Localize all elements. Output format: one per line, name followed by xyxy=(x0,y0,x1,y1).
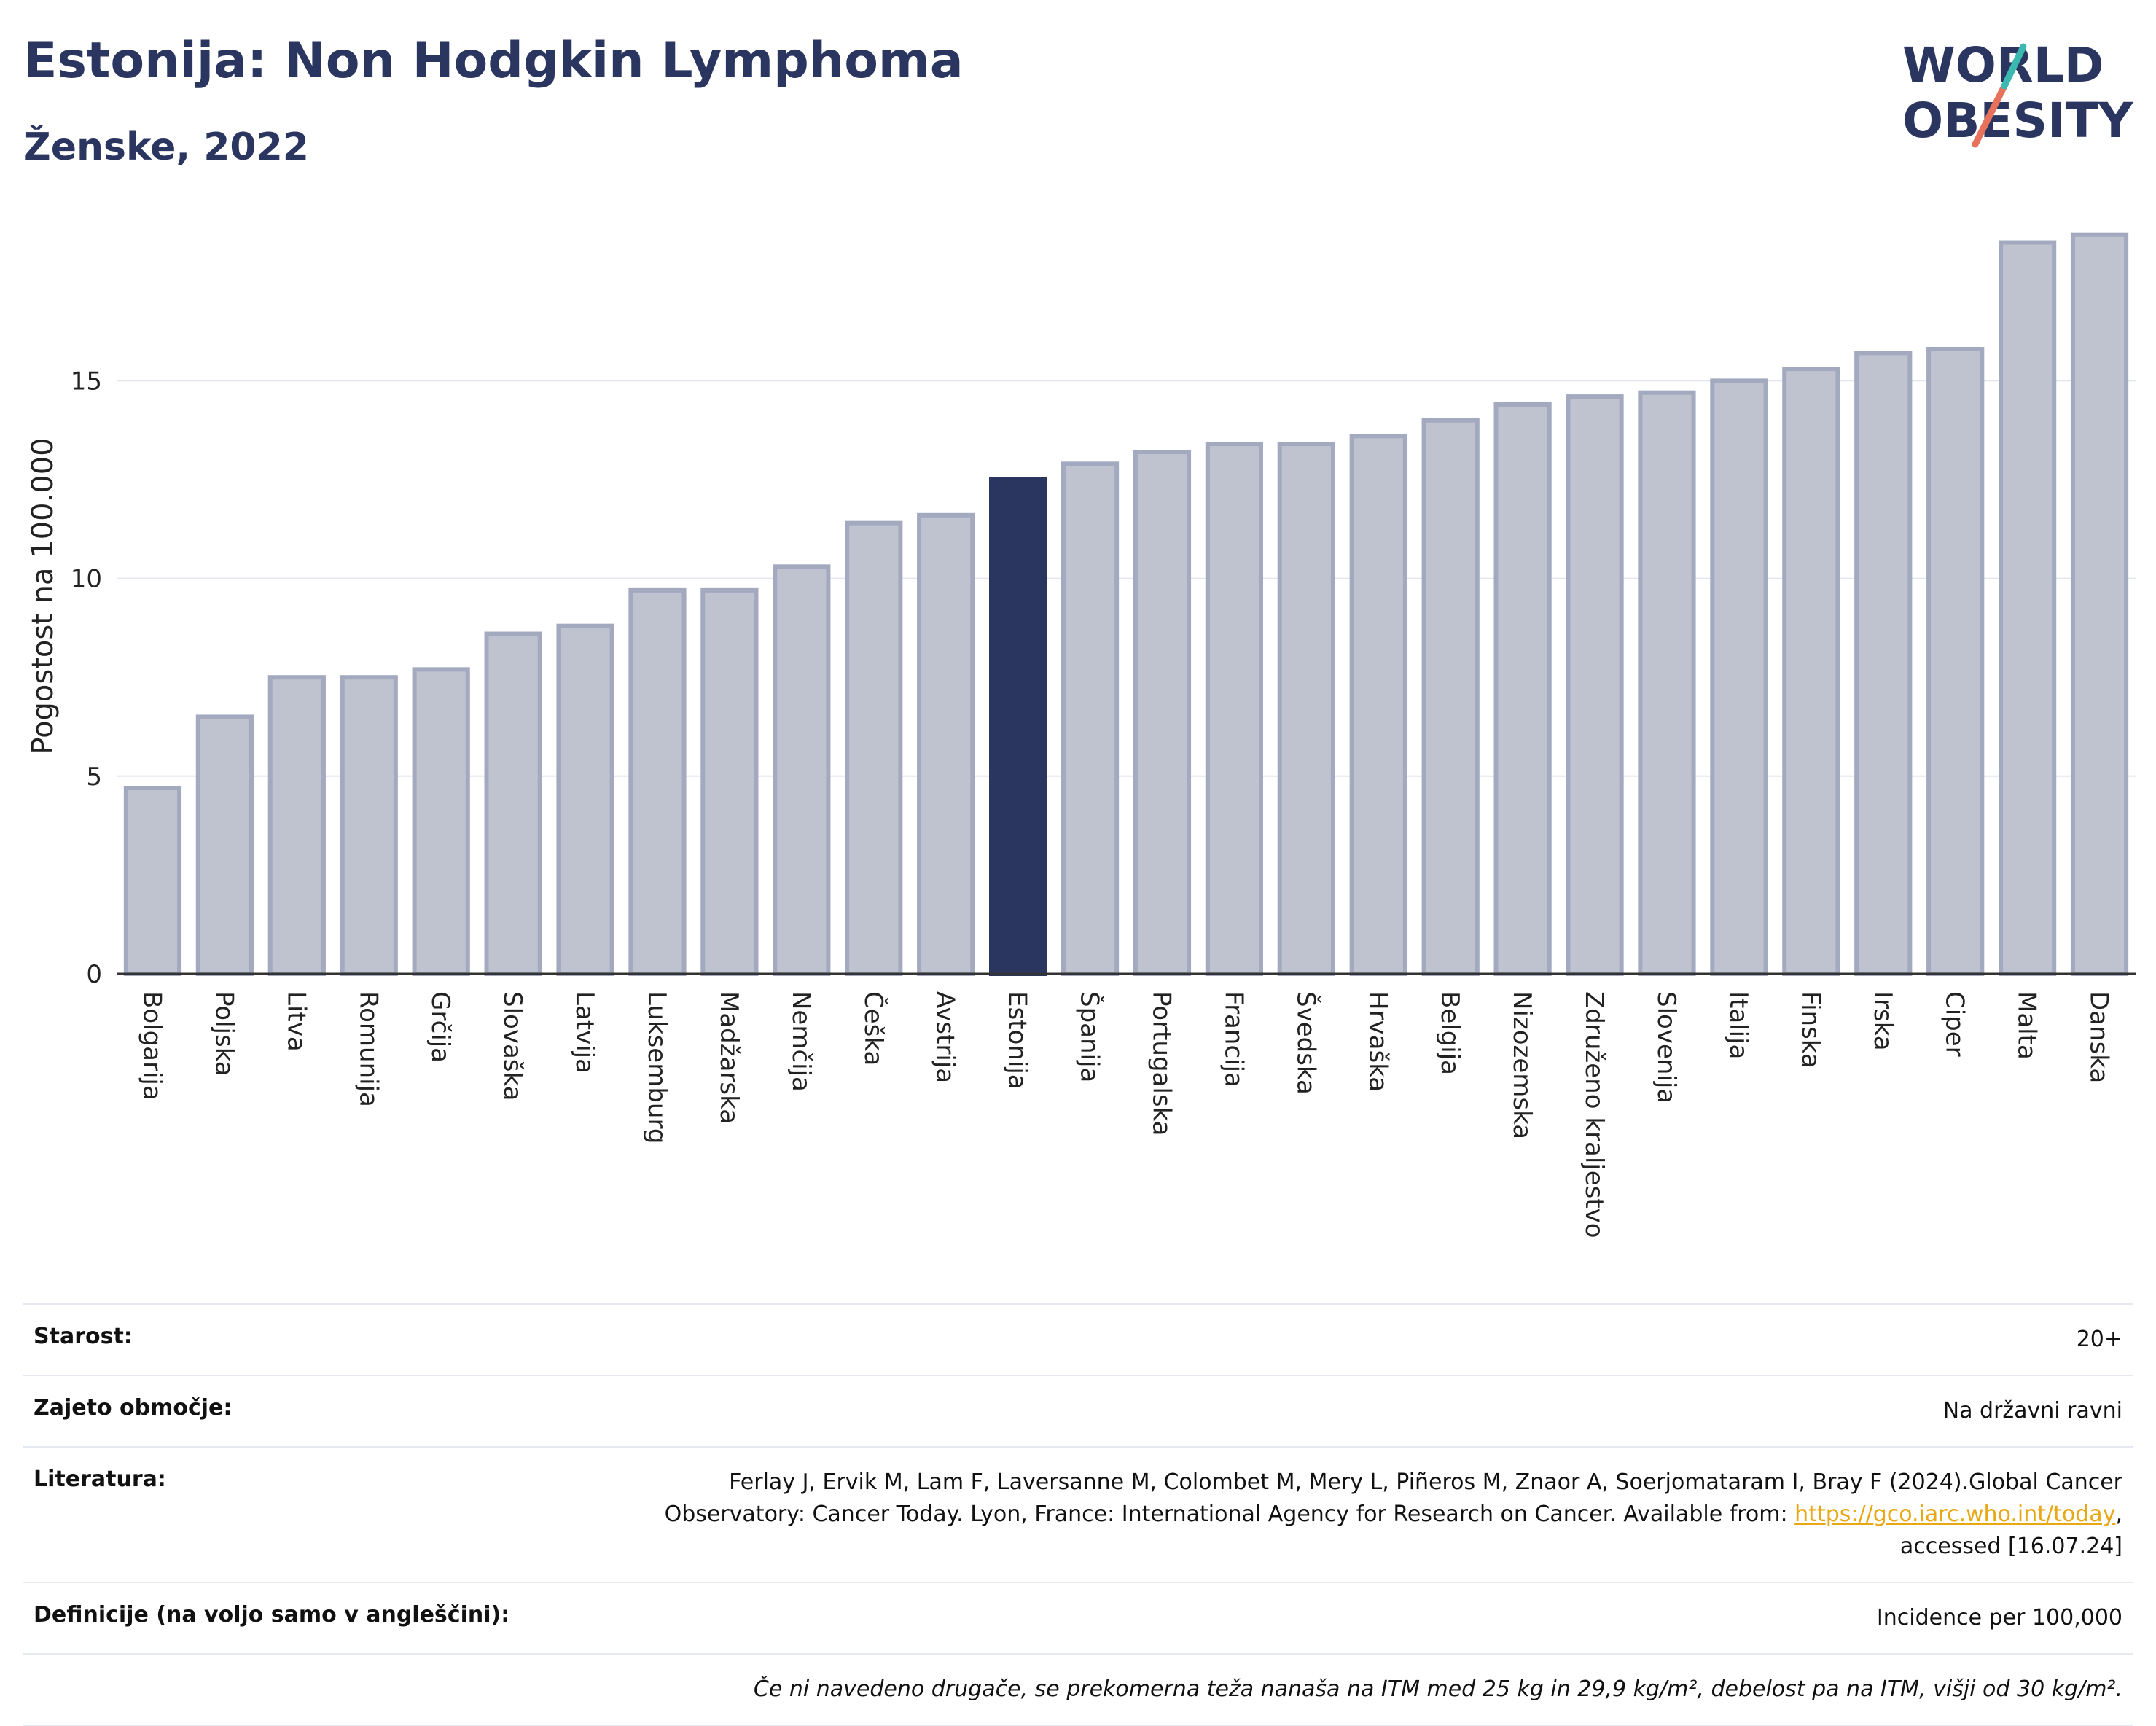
bar-luksemburg xyxy=(628,587,687,976)
bar-nizozemska xyxy=(1493,402,1552,976)
x-tick-label: Litva xyxy=(281,991,310,1052)
bar-ciper xyxy=(1926,346,1985,976)
x-tick-label: Belgija xyxy=(1435,991,1464,1075)
bar-češka xyxy=(845,520,903,976)
y-tick-label: 10 xyxy=(71,565,102,594)
bar-italija xyxy=(1710,378,1768,976)
x-tick-label: Švedska xyxy=(1291,991,1321,1095)
x-tick-label: Poljska xyxy=(209,991,238,1077)
x-tick-label: Češka xyxy=(859,991,888,1066)
reference-label: Literatura: xyxy=(34,1467,166,1492)
y-axis-label: Pogostost na 100.000 xyxy=(26,437,60,754)
bar-hrvaška xyxy=(1349,434,1407,976)
x-tick-label: Slovaška xyxy=(498,991,527,1101)
meta-row-note: Če ni navedeno drugače, se prekomerna te… xyxy=(23,1653,2133,1726)
meta-row-coverage: Zajeto območje: Na državni ravni xyxy=(23,1375,2133,1446)
bar-belgija xyxy=(1421,418,1480,976)
world-obesity-logo: WORLD OBESITY xyxy=(1902,37,2134,149)
coverage-label: Zajeto območje: xyxy=(34,1395,233,1421)
bar-madžarska xyxy=(700,587,759,976)
x-tick-label: Združeno kraljestvo xyxy=(1579,991,1609,1238)
x-tick-label: Madžarska xyxy=(714,991,743,1124)
y-ticks: 0 5 10 15 xyxy=(71,367,102,989)
bar-združeno-kraljestvo xyxy=(1566,394,1624,976)
bar-malta xyxy=(1999,240,2057,976)
bar-slovaška xyxy=(484,631,542,976)
footnote: Če ni navedeno drugače, se prekomerna te… xyxy=(753,1676,2122,1702)
logo-word-2: OBESITY xyxy=(1902,93,2134,149)
y-tick-label: 0 xyxy=(86,960,102,989)
x-tick-label: Portugalska xyxy=(1147,991,1176,1136)
bar-finska xyxy=(1782,367,1840,976)
x-tick-label: Španija xyxy=(1075,991,1105,1082)
meta-row-age: Starost: 20+ xyxy=(23,1303,2133,1375)
x-tick-label: Bolgarija xyxy=(137,991,166,1101)
bar-grčija xyxy=(412,667,470,976)
reference-link[interactable]: https://gco.iarc.who.int/today xyxy=(1794,1502,2116,1527)
bar-latvija xyxy=(556,623,614,976)
x-tick-label: Irska xyxy=(1868,991,1897,1051)
reference-value: Ferlay J, Ervik M, Lam F, Laversanne M, … xyxy=(582,1448,2133,1582)
meta-row-reference: Literatura: Ferlay J, Ervik M, Lam F, La… xyxy=(23,1446,2133,1582)
bar-nemčija xyxy=(773,564,831,976)
chart-title: Estonija: Non Hodgkin Lymphoma xyxy=(23,32,964,90)
x-ticks: Bolgarija Poljska Litva Romunija Grčija Slova… xyxy=(137,991,2113,1238)
bar-portugalska xyxy=(1133,450,1192,976)
reference-text: Ferlay J, Ervik M, Lam F, Laversanne M, … xyxy=(664,1469,2122,1527)
x-tick-label: Finska xyxy=(1796,991,1825,1069)
x-tick-label: Grčija xyxy=(426,991,455,1063)
bar-avstrija xyxy=(917,512,975,976)
chart-subtitle: Ženske, 2022 xyxy=(23,125,309,169)
x-tick-label: Romunija xyxy=(354,991,383,1107)
x-tick-label: Francija xyxy=(1219,991,1248,1087)
bar-irska xyxy=(1854,351,1913,977)
bar-danska xyxy=(2070,232,2129,976)
x-tick-label: Italija xyxy=(1724,991,1753,1059)
bars xyxy=(123,232,2129,977)
reference-accessed: , accessed [16.07.24] xyxy=(1899,1502,2122,1559)
x-tick-label: Latvija xyxy=(570,991,599,1074)
x-tick-label: Hrvaška xyxy=(1363,991,1392,1092)
bar-španija xyxy=(1061,461,1120,976)
x-tick-label: Estonija xyxy=(1003,991,1032,1090)
meta-row-definitions: Definicije (na voljo samo v angleščini):… xyxy=(23,1582,2133,1653)
age-value: 20+ xyxy=(2076,1327,2122,1352)
x-tick-label: Malta xyxy=(2012,991,2042,1060)
bar-estonija xyxy=(989,477,1047,976)
bar-bolgarija xyxy=(123,786,182,977)
x-tick-label: Slovenija xyxy=(1652,991,1681,1104)
bar-poljska xyxy=(195,714,254,977)
metadata-table: Starost: 20+ Zajeto območje: Na državni … xyxy=(23,1303,2133,1726)
x-tick-label: Avstrija xyxy=(931,991,960,1083)
y-tick-label: 5 xyxy=(86,762,102,792)
bar-romunija xyxy=(340,675,398,976)
age-label: Starost: xyxy=(34,1324,133,1349)
x-tick-label: Danska xyxy=(2085,991,2114,1083)
x-tick-label: Nizozemska xyxy=(1507,991,1536,1139)
definitions-value: Incidence per 100,000 xyxy=(1876,1605,2122,1631)
x-tick-label: Nemčija xyxy=(786,991,816,1092)
bar-chart: 0 5 10 15 Bolgarija Poljska Litva Romunija Grči… xyxy=(26,232,2136,1238)
x-tick-label: Luksemburg xyxy=(642,991,671,1144)
y-tick-label: 15 xyxy=(71,367,102,396)
bar-litva xyxy=(267,675,326,976)
definitions-label: Definicije (na voljo samo v angleščini): xyxy=(34,1602,510,1628)
bar-slovenija xyxy=(1638,390,1696,976)
x-tick-label: Ciper xyxy=(1940,991,1969,1057)
bar-francija xyxy=(1205,442,1263,976)
bar-švedska xyxy=(1277,442,1335,976)
coverage-value: Na državni ravni xyxy=(1942,1398,2122,1424)
